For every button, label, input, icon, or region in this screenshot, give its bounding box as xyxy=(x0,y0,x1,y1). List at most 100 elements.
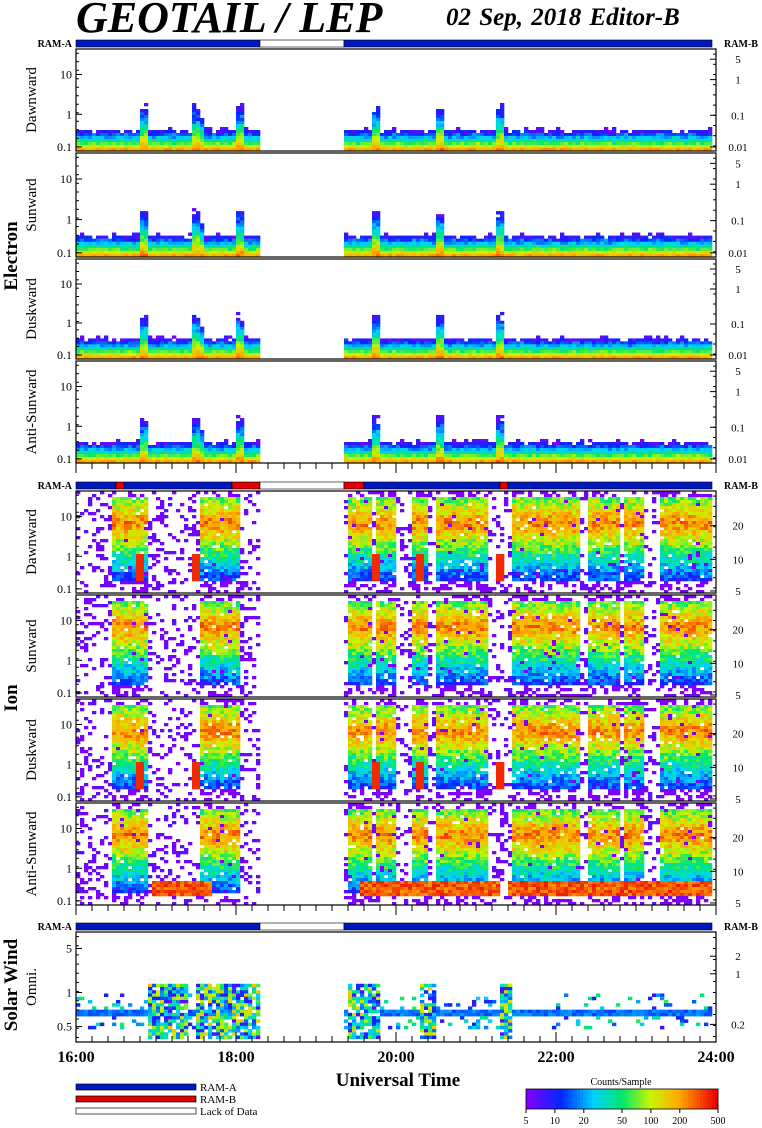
spectrogram-cell xyxy=(188,253,193,258)
spectrogram-cell xyxy=(136,518,141,522)
spectrogram-cell xyxy=(100,503,105,507)
spectrogram-cell xyxy=(208,133,213,137)
spectrogram-cell xyxy=(420,445,425,449)
spectrogram-cell xyxy=(488,448,493,452)
spectrogram-cell xyxy=(176,341,181,345)
spectrogram-cell xyxy=(136,581,141,585)
spectrogram-cell xyxy=(684,445,689,449)
spectrogram-cell xyxy=(604,451,609,455)
spectrogram-cell xyxy=(636,139,641,143)
spectrogram-cell xyxy=(636,253,641,258)
spectrogram-cell xyxy=(656,136,661,140)
spectrogram-cell xyxy=(408,344,413,348)
spectrogram-cell xyxy=(708,347,713,351)
spectrogram-cell xyxy=(556,448,561,452)
spectrogram-cell xyxy=(376,115,381,119)
spectrogram-cell xyxy=(596,253,601,258)
spectrogram-cell xyxy=(436,238,441,243)
spectrogram-cell xyxy=(132,560,137,564)
spectrogram-cell xyxy=(168,344,173,348)
spectrogram-cell xyxy=(472,148,477,152)
spectrogram-cell xyxy=(168,136,173,140)
spectrogram-cell xyxy=(436,112,441,116)
spectrogram-cell xyxy=(620,451,625,455)
spectrogram-cell xyxy=(84,509,89,513)
spectrogram-cell xyxy=(552,460,557,464)
spectrogram-cell xyxy=(96,235,101,239)
spectrogram-cell xyxy=(692,448,697,452)
spectrogram-cell xyxy=(120,551,125,555)
spectrogram-cell xyxy=(76,244,81,249)
spectrogram-cell xyxy=(116,130,121,134)
spectrogram-cell xyxy=(236,341,241,345)
spectrogram-cell xyxy=(352,350,357,354)
spectrogram-cell xyxy=(516,353,521,357)
spectrogram-cell xyxy=(404,356,409,360)
spectrogram-cell xyxy=(412,145,417,149)
spectrogram-cell xyxy=(648,341,653,345)
spectrogram-cell xyxy=(180,530,185,534)
spectrogram-cell xyxy=(436,121,441,125)
spectrogram-cell xyxy=(528,247,533,252)
spectrogram-cell xyxy=(404,338,409,342)
spectrogram-cell xyxy=(204,557,209,561)
spectrogram-cell xyxy=(428,238,433,243)
spectrogram-cell xyxy=(344,454,349,458)
spectrogram-cell xyxy=(448,133,453,137)
spectrogram-cell xyxy=(572,347,577,351)
spectrogram-cell xyxy=(508,244,513,249)
spectrogram-cell xyxy=(440,415,445,419)
spectrogram-cell xyxy=(560,148,565,152)
spectrogram-cell xyxy=(400,347,405,351)
spectrogram-cell xyxy=(132,542,137,546)
spectrogram-cell xyxy=(372,314,377,319)
spectrogram-cell xyxy=(536,454,541,458)
spectrogram-cell xyxy=(348,344,353,348)
spectrogram-cell xyxy=(556,136,561,140)
spectrogram-cell xyxy=(556,133,561,137)
spectrogram-cell xyxy=(124,142,129,146)
spectrogram-cell xyxy=(536,350,541,354)
spectrogram-cell xyxy=(392,448,397,452)
spectrogram-cell xyxy=(424,244,429,249)
left-tick-label: 1 xyxy=(66,213,72,227)
spectrogram-cell xyxy=(76,341,81,345)
spectrogram-cell xyxy=(528,139,533,143)
spectrogram-cell xyxy=(384,136,389,140)
spectrogram-cell xyxy=(240,121,245,125)
spectrogram-cell xyxy=(444,353,449,357)
spectrogram-cell xyxy=(192,454,197,458)
spectrogram-cell xyxy=(632,142,637,146)
spectrogram-cell xyxy=(660,250,665,255)
spectrogram-cell xyxy=(644,253,649,258)
spectrogram-cell xyxy=(116,356,121,360)
spectrogram-cell xyxy=(224,142,229,146)
spectrogram-cell xyxy=(400,247,405,252)
spectrogram-cell xyxy=(652,460,657,464)
spectrogram-cell xyxy=(452,253,457,258)
spectrogram-cell xyxy=(612,253,617,258)
spectrogram-cell xyxy=(136,500,141,504)
spectrogram-cell xyxy=(344,356,349,360)
spectrogram-cell xyxy=(700,133,705,137)
spectrogram-cell xyxy=(212,527,217,531)
spectrogram-cell xyxy=(688,238,693,243)
spectrogram-cell xyxy=(600,235,605,239)
spectrogram-cell xyxy=(444,356,449,360)
spectrogram-cell xyxy=(108,133,113,137)
spectrogram-cell xyxy=(460,139,465,143)
spectrogram-cell xyxy=(124,454,129,458)
spectrogram-cell xyxy=(200,145,205,149)
spectrogram-cell xyxy=(700,241,705,246)
spectrogram-cell xyxy=(196,217,201,221)
spectrogram-cell xyxy=(560,451,565,455)
spectrogram-cell xyxy=(92,250,97,255)
spectrogram-cell xyxy=(528,341,533,345)
spectrogram-cell xyxy=(512,253,517,258)
spectrogram-cell xyxy=(120,238,125,243)
spectrogram-cell xyxy=(612,250,617,255)
spectrogram-cell xyxy=(184,250,189,255)
spectrogram-cell xyxy=(200,326,205,330)
spectrogram-cell xyxy=(144,112,149,116)
spectrogram-cell xyxy=(548,350,553,354)
